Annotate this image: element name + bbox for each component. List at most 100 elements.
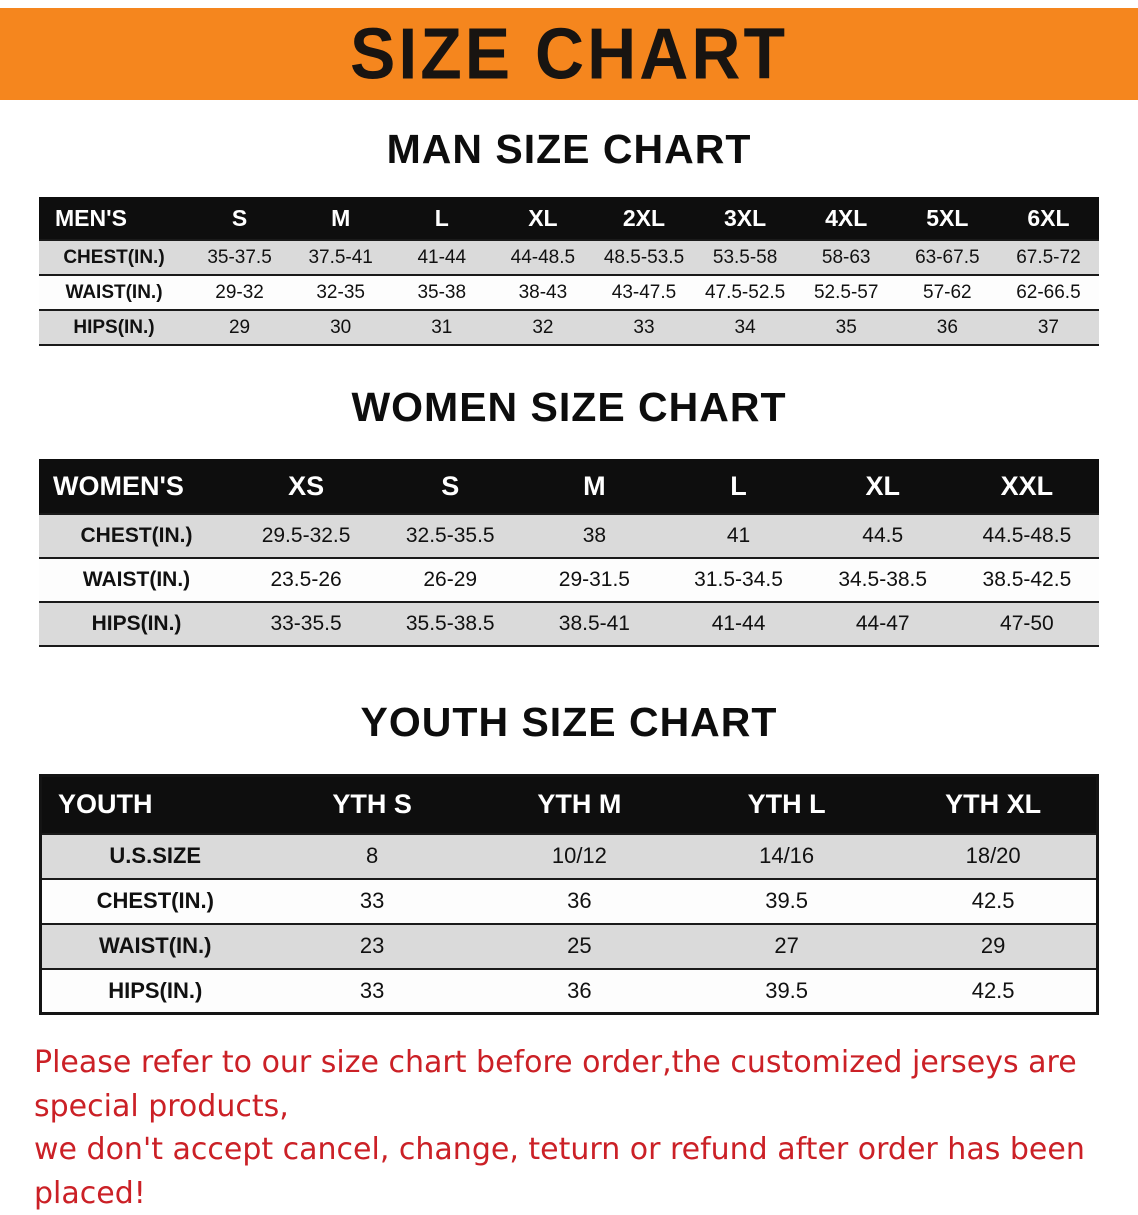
size-column-header: YTH S (332, 789, 412, 820)
table-header-row: MEN'S S M L XL 2XL 3XL 4XL 5XL 6XL (39, 197, 1099, 240)
measurement-row: CHEST(IN.) 33 36 39.5 42.5 (40, 878, 1098, 924)
disclaimer: Please refer to our size chart before or… (0, 1041, 1138, 1215)
measurement-value-cell: 36 (567, 977, 592, 1003)
measurement-row-label: CHEST(IN.) (63, 246, 165, 268)
measurement-value-cell: 47.5-52.5 (704, 281, 786, 303)
page-title: SIZE CHART (350, 13, 788, 95)
measurement-value-cell: 39.5 (765, 977, 809, 1003)
measurement-row-label: WAIST(IN.) (82, 568, 191, 591)
measurement-value-cell: 33-35.5 (270, 612, 342, 635)
measurement-row: U.S.SIZE 8 10/12 14/16 18/20 (40, 833, 1098, 879)
size-column-header: S (231, 204, 248, 231)
size-column-header: 3XL (724, 204, 767, 231)
measurement-value-cell: 32-35 (316, 281, 365, 303)
measurement-value-cell: 14/16 (759, 843, 815, 868)
measurement-value-cell: 30 (330, 316, 352, 338)
measurement-value-cell: 41-44 (711, 612, 766, 635)
measurement-value-cell: 62-66.5 (1016, 281, 1081, 303)
youth-section-heading: YOUTH SIZE CHART (360, 699, 778, 745)
measurement-row-label: HIPS(IN.) (108, 977, 203, 1003)
youth-size-section: YOUTH SIZE CHART YOUTH YTH S YTH M YTH L YTH… (0, 699, 1138, 1015)
measurement-row-label: HIPS(IN.) (73, 316, 155, 338)
measurement-value-cell: 37.5-41 (308, 246, 373, 268)
table-title-cell: MEN'S (55, 204, 127, 231)
disclaimer-line-1: Please refer to our size chart before or… (34, 1045, 1077, 1124)
size-column-header: 2XL (622, 204, 666, 231)
measurement-row: WAIST(IN.) 29-32 32-35 35-38 38-43 43-47.5 47.… (39, 275, 1099, 310)
measurement-value-cell: 42.5 (971, 888, 1015, 913)
measurement-value-cell: 29 (228, 316, 251, 338)
measurement-row-label: WAIST(IN.) (99, 933, 212, 958)
measurement-value-cell: 29-32 (215, 281, 264, 303)
size-column-header: S (441, 470, 460, 501)
table-title-cell: WOMEN'S (53, 470, 184, 501)
size-column-header: 4XL (825, 204, 868, 231)
size-column-header: XL (865, 470, 900, 501)
measurement-value-cell: 52.5-57 (813, 281, 879, 303)
measurement-value-cell: 57-62 (923, 281, 972, 303)
measurement-value-cell: 33 (359, 888, 385, 913)
measurement-value-cell: 44-47 (855, 612, 910, 635)
men-section-heading: MAN SIZE CHART (386, 126, 752, 172)
measurement-value-cell: 34 (734, 316, 756, 338)
measurement-row: HIPS(IN.) 29 30 31 32 33 34 35 36 37 (39, 310, 1099, 345)
measurement-row: WAIST(IN.) 23 25 27 29 (40, 923, 1098, 969)
size-column-header: M (583, 470, 606, 501)
measurement-value-cell: 10/12 (551, 843, 607, 868)
measurement-value-cell: 38-43 (518, 281, 568, 303)
measurement-value-cell: 31 (431, 316, 453, 338)
size-column-header: XS (288, 470, 325, 501)
measurement-value-cell: 27 (774, 933, 799, 958)
measurement-value-cell: 29-31.5 (558, 568, 630, 591)
measurement-value-cell: 43-47.5 (611, 281, 677, 303)
size-chart-page: SIZE CHART MAN SIZE CHART MEN'S S M L XL 2XL 3… (0, 8, 1138, 1211)
youth-size-table: YOUTH YTH S YTH M YTH L YTH XL U.S.SIZE 8 10/12… (39, 774, 1099, 1015)
measurement-value-cell: 29.5-32.5 (261, 524, 351, 547)
size-column-header: L (434, 204, 449, 231)
measurement-row: WAIST(IN.) 23.5-26 26-29 29-31.5 31.5-34.5 34… (39, 558, 1099, 602)
measurement-value-cell: 26-29 (423, 568, 478, 591)
women-size-section: WOMEN SIZE CHART WOMEN'S XS S M L XL XXL CHEST(… (0, 384, 1138, 647)
measurement-value-cell: 35 (835, 316, 857, 338)
measurement-row: CHEST(IN.) 29.5-32.5 32.5-35.5 38 41 44.5 44.5… (39, 514, 1099, 558)
measurement-value-cell: 38.5-41 (558, 612, 630, 635)
measurement-value-cell: 38.5-42.5 (982, 568, 1072, 591)
measurement-value-cell: 23.5-26 (270, 568, 342, 591)
size-column-header: 5XL (926, 204, 969, 231)
measurement-value-cell: 31.5-34.5 (694, 568, 783, 591)
measurement-value-cell: 33 (633, 316, 655, 338)
measurement-value-cell: 38 (582, 524, 607, 547)
men-size-table: MEN'S S M L XL 2XL 3XL 4XL 5XL 6XL CHEST(IN.) 35-37… (39, 197, 1099, 346)
measurement-value-cell: 23 (359, 933, 385, 958)
measurement-row: HIPS(IN.) 33-35.5 35.5-38.5 38.5-41 41-44 44-… (39, 602, 1099, 646)
measurement-row-label: HIPS(IN.) (91, 612, 182, 635)
measurement-value-cell: 47-50 (1000, 612, 1054, 635)
measurement-value-cell: 35.5-38.5 (405, 612, 495, 635)
measurement-value-cell: 41 (726, 524, 751, 547)
men-size-section: MAN SIZE CHART MEN'S S M L XL 2XL 3XL 4XL 5XL 6XL… (0, 126, 1138, 346)
measurement-value-cell: 58-63 (821, 246, 871, 268)
measurement-value-cell: 48.5-53.5 (603, 246, 685, 268)
measurement-value-cell: 8 (366, 843, 379, 868)
measurement-value-cell: 34.5-38.5 (838, 568, 928, 591)
measurement-row-label: CHEST(IN.) (96, 888, 214, 913)
table-title-cell: YOUTH (58, 789, 153, 820)
measurement-value-cell: 33 (359, 977, 385, 1003)
size-column-header: 6XL (1027, 204, 1070, 231)
size-column-header: M (331, 204, 351, 231)
measurement-value-cell: 41-44 (417, 246, 467, 268)
size-column-header: L (730, 470, 747, 501)
measurement-row: HIPS(IN.) 33 36 39.5 42.5 (40, 968, 1098, 1014)
measurement-value-cell: 25 (567, 933, 592, 958)
women-section-heading: WOMEN SIZE CHART (351, 384, 787, 430)
size-column-header: XXL (1000, 470, 1054, 501)
size-column-header: XL (528, 204, 558, 231)
measurement-value-cell: 44-48.5 (510, 246, 576, 268)
measurement-value-cell: 53.5-58 (712, 246, 778, 268)
measurement-value-cell: 36 (567, 888, 592, 913)
size-column-header: YTH M (537, 789, 622, 820)
measurement-value-cell: 32.5-35.5 (405, 524, 495, 547)
measurement-value-cell: 67.5-72 (1016, 246, 1081, 268)
measurement-row-label: CHEST(IN.) (80, 524, 193, 547)
measurement-value-cell: 36 (936, 316, 958, 338)
